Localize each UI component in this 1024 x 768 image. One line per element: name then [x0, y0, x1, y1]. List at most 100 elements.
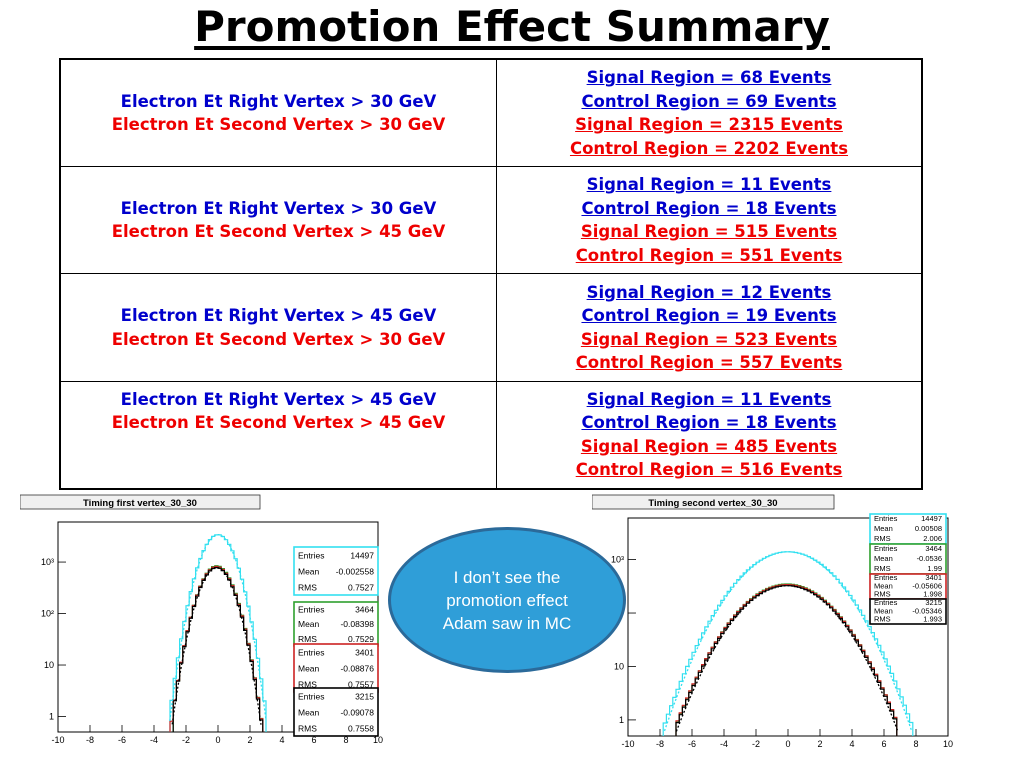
stat-value: 0.7557	[348, 680, 374, 690]
fit-curve-black	[171, 566, 262, 725]
stat-box-red	[869, 573, 947, 600]
x-tick-label: 10	[373, 735, 383, 745]
timing-second-vertex-plot: Timing second vertex_30_30 -10 -8 -6 -4 -2 0 2 4…	[592, 494, 953, 749]
stat-label: RMS	[874, 564, 891, 573]
signal-region-red: Signal Region = 485 Events	[580, 436, 838, 456]
x-tick-label: -6	[688, 739, 696, 749]
cut-cell: Electron Et Right Vertex > 30 GeV Electr…	[59, 166, 497, 275]
table-row: Electron Et Right Vertex > 45 GeV Electr…	[59, 380, 923, 490]
stat-label: Mean	[298, 619, 320, 629]
stat-label: Mean	[874, 554, 893, 563]
stat-label: Entries	[874, 598, 898, 607]
control-region-blue: Control Region = 19 Events	[581, 306, 837, 326]
y-tick-label: 1	[619, 715, 624, 725]
callout-bubble: I don’t see the promotion effect Adam sa…	[388, 527, 626, 673]
y-tick-label: 10³	[611, 555, 624, 565]
x-tick-label: 0	[215, 735, 220, 745]
stat-value: -0.05606	[912, 581, 942, 590]
signal-region-red: Signal Region = 515 Events	[580, 222, 838, 242]
control-region-red: Control Region = 2202 Events	[569, 138, 849, 158]
cut-cell: Electron Et Right Vertex > 45 GeV Electr…	[59, 273, 497, 382]
x-tick-label: 10	[943, 739, 953, 749]
stat-box-black	[293, 687, 379, 737]
x-tick-label: 6	[881, 739, 886, 749]
stat-value: 1.998	[923, 590, 942, 599]
stat-label: Entries	[298, 648, 324, 658]
stat-label: RMS	[298, 680, 317, 690]
x-tick-label: 4	[279, 735, 284, 745]
events-cell: Signal Region = 11 Events Control Region…	[496, 166, 923, 275]
stat-label: Mean	[874, 524, 893, 533]
x-tick-label: 0	[785, 739, 790, 749]
summary-table: Electron Et Right Vertex > 30 GeV Electr…	[59, 58, 923, 490]
stat-label: Mean	[298, 664, 320, 674]
table-row: Electron Et Right Vertex > 30 GeV Electr…	[59, 166, 923, 275]
stat-value: -0.08876	[340, 664, 374, 674]
stat-label: RMS	[874, 534, 891, 543]
stat-value: 14497	[350, 551, 374, 561]
plot-title-box	[592, 494, 835, 510]
stat-value: 2.006	[923, 534, 942, 543]
stat-label: Entries	[874, 544, 898, 553]
stat-box-cyan	[293, 546, 379, 596]
control-region-blue: Control Region = 69 Events	[581, 91, 837, 111]
stat-value: 0.7527	[348, 583, 374, 593]
plot-title-box	[20, 494, 261, 510]
stat-label: Entries	[298, 692, 324, 702]
stat-value: 3215	[925, 598, 942, 607]
x-tick-label: -6	[118, 735, 126, 745]
signal-region-blue: Signal Region = 11 Events	[586, 389, 832, 409]
control-region-red: Control Region = 557 Events	[575, 353, 843, 373]
stat-label: Mean	[874, 606, 893, 615]
stat-value: 3215	[355, 692, 374, 702]
signal-region-blue: Signal Region = 12 Events	[586, 282, 832, 302]
x-tick-label: -10	[51, 735, 64, 745]
timing-first-vertex-plot: Timing first vertex_30_30 -10 -8 -6 -4 -2 0 2 4 6…	[20, 494, 383, 745]
y-tick-label: 10³	[41, 557, 54, 567]
x-tick-label: 2	[817, 739, 822, 749]
signal-region-blue: Signal Region = 11 Events	[586, 175, 832, 195]
control-region-red: Control Region = 551 Events	[575, 245, 843, 265]
table-row: Electron Et Right Vertex > 30 GeV Electr…	[59, 58, 923, 168]
stat-value: 0.7558	[348, 724, 374, 734]
events-cell: Signal Region = 68 Events Control Region…	[496, 58, 923, 168]
stat-value: 14497	[921, 514, 942, 523]
stat-label: Entries	[298, 605, 324, 615]
stat-value: 3464	[355, 605, 374, 615]
cut-right-vertex: Electron Et Right Vertex > 45 GeV	[120, 306, 437, 326]
stat-label: RMS	[298, 583, 317, 593]
x-tick-label: -2	[182, 735, 190, 745]
plot-title: Timing second vertex_30_30	[648, 498, 777, 509]
stat-value: 0.7529	[348, 634, 374, 644]
stat-label: Entries	[874, 514, 898, 523]
x-tick-label: 4	[849, 739, 854, 749]
signal-region-red: Signal Region = 523 Events	[580, 329, 838, 349]
stat-label: Mean	[298, 567, 320, 577]
stat-value: 1.993	[923, 615, 942, 624]
stat-box-black	[869, 598, 947, 625]
y-tick-label: 10	[44, 660, 54, 670]
stat-value: -0.0536	[917, 554, 942, 563]
stat-label: RMS	[874, 590, 891, 599]
stat-value: 3401	[925, 573, 942, 582]
stat-box-green	[869, 543, 947, 575]
stat-value: 3401	[355, 648, 374, 658]
x-tick-label: -4	[150, 735, 158, 745]
stat-value: -0.09078	[340, 708, 374, 718]
control-region-red: Control Region = 516 Events	[575, 460, 843, 480]
stat-value: 3464	[925, 544, 942, 553]
events-cell: Signal Region = 12 Events Control Region…	[496, 273, 923, 382]
x-tick-label: 8	[913, 739, 918, 749]
x-tick-label: -8	[86, 735, 94, 745]
stat-label: RMS	[298, 634, 317, 644]
stat-label: Entries	[298, 551, 324, 561]
cut-second-vertex: Electron Et Second Vertex > 30 GeV	[111, 115, 446, 135]
cut-second-vertex: Electron Et Second Vertex > 45 GeV	[111, 413, 446, 433]
stat-label: Mean	[874, 581, 893, 590]
cut-second-vertex: Electron Et Second Vertex > 30 GeV	[111, 329, 446, 349]
signal-region-red: Signal Region = 2315 Events	[575, 115, 843, 135]
x-tick-label: -4	[720, 739, 728, 749]
stat-value: -0.08398	[340, 619, 374, 629]
events-cell: Signal Region = 11 Events Control Region…	[496, 380, 923, 490]
stat-value: 1.99	[927, 564, 942, 573]
